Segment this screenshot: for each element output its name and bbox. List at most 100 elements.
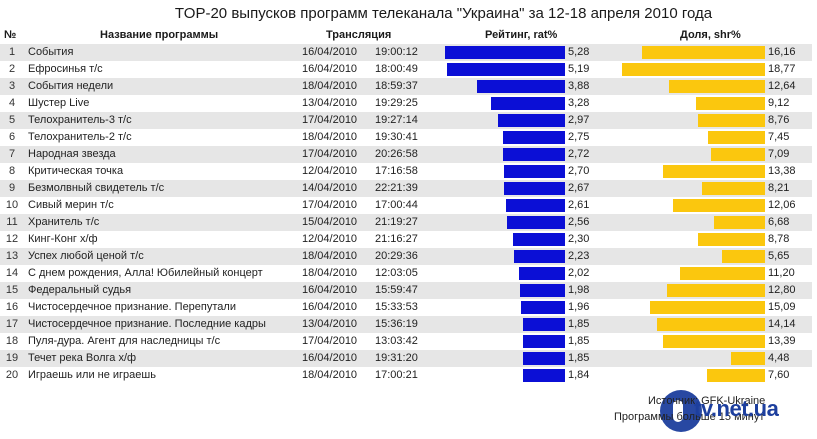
broadcast-time: 19:29:25 [375,97,418,109]
header-name: Название программы [100,29,219,41]
rating-value: 2,30 [568,233,590,245]
row-number: 2 [8,63,16,75]
broadcast-time: 12:03:05 [375,267,418,279]
program-name: Ефросинья т/с [28,63,103,75]
broadcast-date: 16/04/2010 [302,63,358,75]
rating-bar [523,335,565,348]
row-number: 3 [8,80,16,92]
rating-bar [514,250,565,263]
table-row: 19 Течет река Волга х/ф 16/04/2010 19:31:20… [0,350,812,367]
program-name: Успех любой ценой т/с [28,250,144,262]
share-bar [663,335,765,348]
rating-bar [519,267,565,280]
share-bar [707,369,765,382]
broadcast-time: 18:59:37 [375,80,418,92]
row-number: 15 [5,284,19,296]
broadcast-time: 15:59:47 [375,284,418,296]
table-row: 17 Чистосердечное признание. Последние ка… [0,316,812,333]
chart-title: TOP-20 выпусков программ телеканала "Укр… [174,5,713,22]
tvnet-logo-text: tv.net.ua [694,396,779,421]
share-bar [642,46,765,59]
program-name: Чистосердечное признание. Перепутали [28,301,236,313]
rating-bar [503,131,565,144]
share-value: 7,60 [768,369,790,381]
share-bar [708,131,765,144]
program-name: Критическая точка [28,165,124,177]
row-number: 17 [5,318,19,330]
share-bar [667,284,765,297]
share-value: 8,78 [768,233,790,245]
broadcast-date: 16/04/2010 [302,284,358,296]
broadcast-time: 22:21:39 [375,182,418,194]
share-value: 8,21 [768,182,790,194]
row-number: 8 [8,165,16,177]
broadcast-time: 17:00:21 [375,369,418,381]
rating-bar [523,369,565,382]
rating-value: 3,88 [568,80,590,92]
table-row: 20 Играешь или не играешь 18/04/2010 17:00:… [0,367,812,384]
broadcast-date: 16/04/2010 [302,352,358,364]
broadcast-date: 18/04/2010 [302,131,358,143]
share-bar [680,267,765,280]
share-bar [657,318,765,331]
program-name: Федеральный судья [28,284,132,296]
broadcast-date: 17/04/2010 [302,114,358,126]
row-number: 5 [8,114,16,126]
program-name: С днем рождения, Алла! Юбилейный концерт [28,267,263,279]
header-broadcast: Трансляция [326,29,392,41]
share-bar [650,301,765,314]
share-value: 12,06 [768,199,796,211]
rating-value: 1,84 [568,369,590,381]
broadcast-time: 19:30:41 [375,131,418,143]
broadcast-time: 20:26:58 [375,148,418,160]
rating-bar [503,148,565,161]
row-number: 20 [5,369,19,381]
table-row: 13 Успех любой ценой т/с 18/04/2010 20:29:3… [0,248,812,265]
share-value: 13,38 [768,165,796,177]
share-value: 15,09 [768,301,796,313]
rating-bar [506,199,565,212]
share-value: 12,80 [768,284,796,296]
table-row: 5 Телохранитель-3 т/с 17/04/2010 19:27:14 2,… [0,112,812,129]
source-note: Источник: GFK-Ukraine [648,395,766,407]
rating-value: 2,75 [568,131,590,143]
rating-bar [523,318,565,331]
broadcast-date: 13/04/2010 [302,318,358,330]
rating-value: 2,72 [568,148,590,160]
share-value: 11,20 [768,267,795,279]
rating-bar [445,46,565,59]
row-number: 14 [5,267,19,279]
row-number: 9 [8,182,16,194]
share-value: 5,65 [768,250,790,262]
share-value: 4,48 [768,352,790,364]
table-row: 18 Пуля-дура. Агент для наследницы т/с 17/… [0,333,812,350]
table-row: 3 События недели 18/04/2010 18:59:37 3,88 12,… [0,78,812,95]
program-name: Безмолвный свидетель т/с [28,182,165,194]
rating-value: 1,85 [568,335,590,347]
table-row: 10 Сивый мерин т/с 17/04/2010 17:00:44 2,61 1… [0,197,812,214]
broadcast-time: 19:00:12 [375,46,418,58]
share-bar [711,148,765,161]
row-number: 4 [8,97,16,109]
share-bar [696,97,765,110]
program-name: Играешь или не играешь [28,369,156,381]
share-value: 12,64 [768,80,796,92]
ratings-table: 1 События 16/04/2010 19:00:12 5,28 16,16 2 Ефро… [0,44,812,384]
program-name: Чистосердечное признание. Последние кадр… [28,318,266,330]
table-row: 6 Телохранитель-2 т/с 18/04/2010 19:30:41 2,… [0,129,812,146]
broadcast-date: 18/04/2010 [302,250,358,262]
table-row: 4 Шустер Live 13/04/2010 19:29:25 3,28 9,12 [0,95,812,112]
broadcast-time: 15:36:19 [375,318,418,330]
tvnet-logo-icon [660,390,702,432]
share-bar [669,80,765,93]
rating-value: 2,61 [568,199,590,211]
rating-value: 2,56 [568,216,590,228]
program-name: Сивый мерин т/с [28,199,114,211]
rating-bar [447,63,565,76]
table-row: 9 Безмолвный свидетель т/с 14/04/2010 22:21… [0,180,812,197]
rating-bar [520,284,565,297]
share-bar [698,233,765,246]
share-value: 9,12 [768,97,790,109]
table-row: 15 Федеральный судья 16/04/2010 15:59:47 1,9… [0,282,812,299]
share-bar [722,250,765,263]
